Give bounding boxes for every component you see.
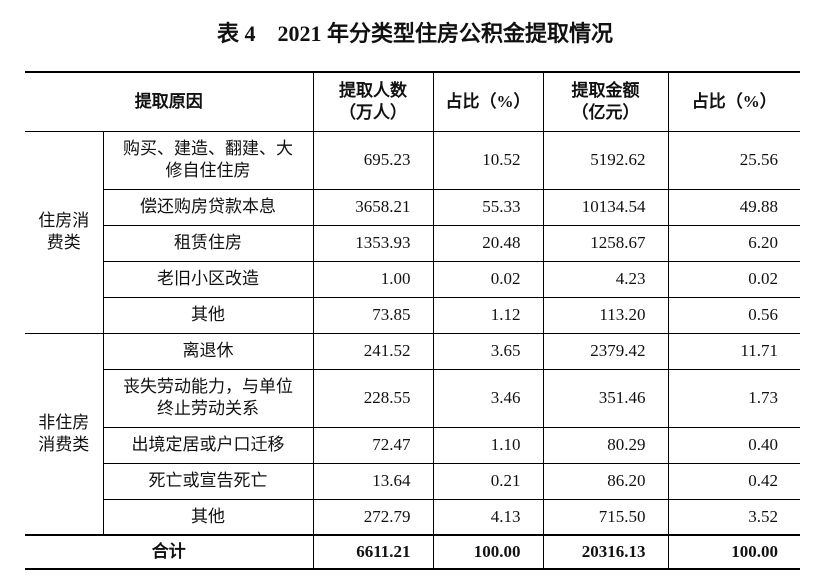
text-line: 偿还购房贷款本息 xyxy=(140,197,276,216)
value-cell: 86.20 xyxy=(542,462,669,500)
data-row: 非住房 消费类 离退休 241.52 3.65 2379.42 11.71 xyxy=(25,332,800,536)
data-row: 出境定居或户口迁移 72.47 1.10 80.29 0.40 xyxy=(25,426,800,464)
value-cell: 1.00 xyxy=(312,260,434,298)
value-cell: 10.52 xyxy=(432,130,544,190)
text-line: 住房消 xyxy=(38,211,90,230)
value-cell: 3658.21 xyxy=(312,188,434,226)
text-line: （万人） xyxy=(339,102,407,122)
text-line: 其他 xyxy=(191,506,225,526)
value-cell: 0.21 xyxy=(432,462,544,500)
value-cell: 20.48 xyxy=(432,224,544,262)
value-cell: 3.46 xyxy=(432,368,544,428)
value-cell: 0.02 xyxy=(667,260,800,298)
reason: 老旧小区改造 xyxy=(103,260,314,298)
reason: 其他 xyxy=(103,296,314,334)
text-line: 老旧小区改造 xyxy=(157,269,259,288)
withdrawal-table: 提取原因 提取人数 （万人） 占比（%） 提取金额 （亿元） 占比（%） 住房消 费类 购买、建造… xyxy=(25,71,800,570)
value-cell: 2379.42 xyxy=(542,332,669,370)
value-cell: 0.56 xyxy=(667,296,800,334)
reason: 出境定居或户口迁移 xyxy=(103,426,314,464)
header-cell: 提取人数 （万人） xyxy=(312,71,434,132)
value-cell: 6.20 xyxy=(667,224,800,262)
reason: 其他 xyxy=(103,498,314,536)
total-row: 合计 6611.21 100.00 20316.13 100.00 xyxy=(25,534,800,570)
value-cell: 3.52 xyxy=(667,498,800,536)
group-label: 非住房 消费类 xyxy=(25,332,104,536)
header-row: 提取原因 提取人数 （万人） 占比（%） 提取金额 （亿元） 占比（%） xyxy=(25,71,800,132)
value-cell: 241.52 xyxy=(312,332,434,370)
reason: 死亡或宣告死亡 xyxy=(103,462,314,500)
value-cell: 5192.62 xyxy=(542,130,669,190)
value-cell: 13.64 xyxy=(312,462,434,500)
text-line: 购买、建造、翻建、大 xyxy=(123,139,293,158)
reason: 购买、建造、翻建、大 修自住住房 xyxy=(102,130,314,190)
value-cell: 4.13 xyxy=(432,498,544,536)
value-cell: 4.23 xyxy=(542,260,669,298)
value-cell: 10134.54 xyxy=(542,188,669,226)
reason: 偿还购房贷款本息 xyxy=(103,188,314,226)
text-line: 其他 xyxy=(191,305,225,324)
data-row: 其他 272.79 4.13 715.50 3.52 xyxy=(25,498,800,536)
text-line: 非住房 xyxy=(38,412,90,432)
text-line: 消费类 xyxy=(38,434,90,454)
text-line: 修自住住房 xyxy=(165,161,251,180)
reason: 丧失劳动能力，与单位 终止劳动关系 xyxy=(103,368,314,428)
header-cell: 提取金额 （亿元） xyxy=(542,71,669,132)
reason: 租赁住房 xyxy=(103,224,314,262)
data-row: 丧失劳动能力，与单位 终止劳动关系 228.55 3.46 351.46 1.73 xyxy=(25,368,800,428)
total-value: 6611.21 xyxy=(312,534,434,570)
text-line: 丧失劳动能力，与单位 xyxy=(123,377,293,396)
table-title: 表 4 2021 年分类型住房公积金提取情况 xyxy=(216,21,613,46)
value-cell: 25.56 xyxy=(667,130,800,190)
value-cell: 715.50 xyxy=(542,498,669,536)
value-cell: 272.79 xyxy=(312,498,434,536)
value-cell: 0.42 xyxy=(667,462,800,500)
text-line: 出境定居或户口迁移 xyxy=(131,435,285,454)
value-cell: 228.55 xyxy=(312,368,434,428)
total-value: 100.00 xyxy=(432,534,544,570)
value-cell: 1353.93 xyxy=(312,224,434,262)
header-cell: 占比（%） xyxy=(667,71,800,132)
text-line: 死亡或宣告死亡 xyxy=(148,471,268,490)
value-cell: 1258.67 xyxy=(542,224,669,262)
group-label: 住房消 费类 xyxy=(25,130,104,334)
data-row: 其他 73.85 1.12 113.20 0.56 xyxy=(25,296,800,334)
total-value: 20316.13 xyxy=(542,534,669,570)
data-row: 偿还购房贷款本息 3658.21 55.33 10134.54 49.88 xyxy=(25,188,800,226)
value-cell: 695.23 xyxy=(312,130,434,190)
reason: 离退休 xyxy=(102,332,314,370)
value-cell: 0.40 xyxy=(667,426,800,464)
value-cell: 49.88 xyxy=(667,188,800,226)
value-cell: 72.47 xyxy=(312,426,434,464)
text-line: （亿元） xyxy=(571,102,640,122)
data-row: 老旧小区改造 1.00 0.02 4.23 0.02 xyxy=(25,260,800,298)
total-label: 合计 xyxy=(25,534,314,570)
value-cell: 1.10 xyxy=(432,426,544,464)
text-line: 租赁住房 xyxy=(174,233,242,252)
header-cell: 占比（%） xyxy=(432,71,544,132)
total-value: 100.00 xyxy=(667,534,800,570)
value-cell: 1.73 xyxy=(667,368,800,428)
text-line: 提取金额 xyxy=(571,80,640,100)
value-cell: 55.33 xyxy=(432,188,544,226)
value-cell: 3.65 xyxy=(432,332,544,370)
data-row: 租赁住房 1353.93 20.48 1258.67 6.20 xyxy=(25,224,800,262)
data-row: 死亡或宣告死亡 13.64 0.21 86.20 0.42 xyxy=(25,462,800,500)
header-cell: 提取原因 xyxy=(25,71,314,132)
value-cell: 11.71 xyxy=(667,332,800,370)
value-cell: 1.12 xyxy=(432,296,544,334)
text-line: 费类 xyxy=(46,233,81,252)
value-cell: 0.02 xyxy=(432,260,544,298)
value-cell: 113.20 xyxy=(542,296,669,334)
text-line: 终止劳动关系 xyxy=(157,399,259,418)
value-cell: 351.46 xyxy=(542,368,669,428)
value-cell: 80.29 xyxy=(542,426,669,464)
text-line: 提取人数 xyxy=(339,80,407,100)
text-line: 离退休 xyxy=(182,341,234,360)
data-row: 住房消 费类 购买、建造、翻建、大 修自住住房 695.23 10.52 5192.62 25… xyxy=(25,130,800,334)
value-cell: 73.85 xyxy=(312,296,434,334)
